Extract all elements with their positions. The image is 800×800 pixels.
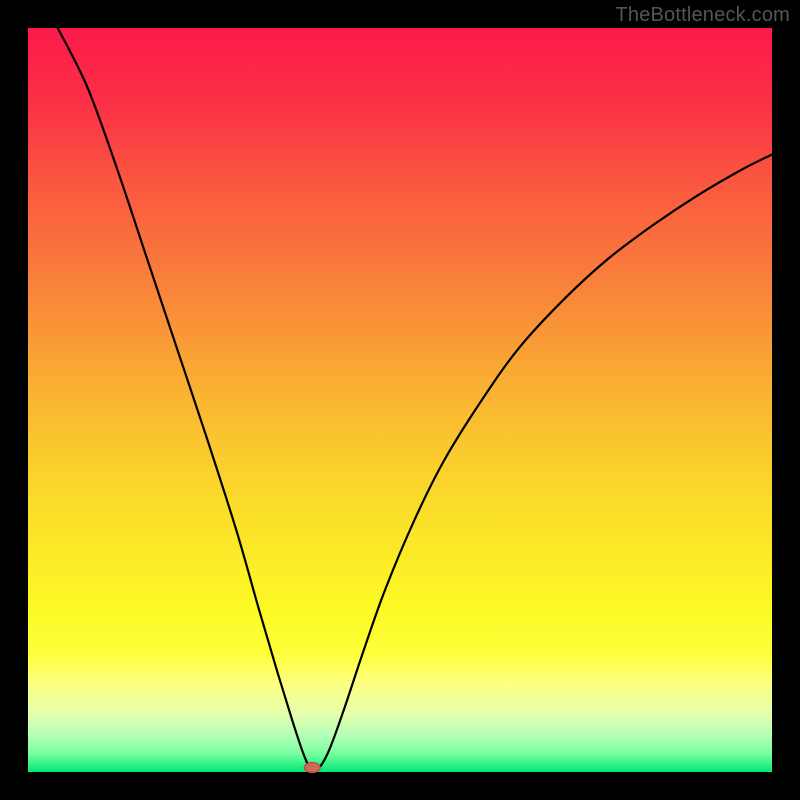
- chart-svg: [0, 0, 800, 800]
- chart-background: [28, 28, 772, 772]
- bottleneck-chart: TheBottleneck.com: [0, 0, 800, 800]
- watermark-text: TheBottleneck.com: [615, 4, 790, 27]
- optimal-point-marker: [304, 763, 320, 773]
